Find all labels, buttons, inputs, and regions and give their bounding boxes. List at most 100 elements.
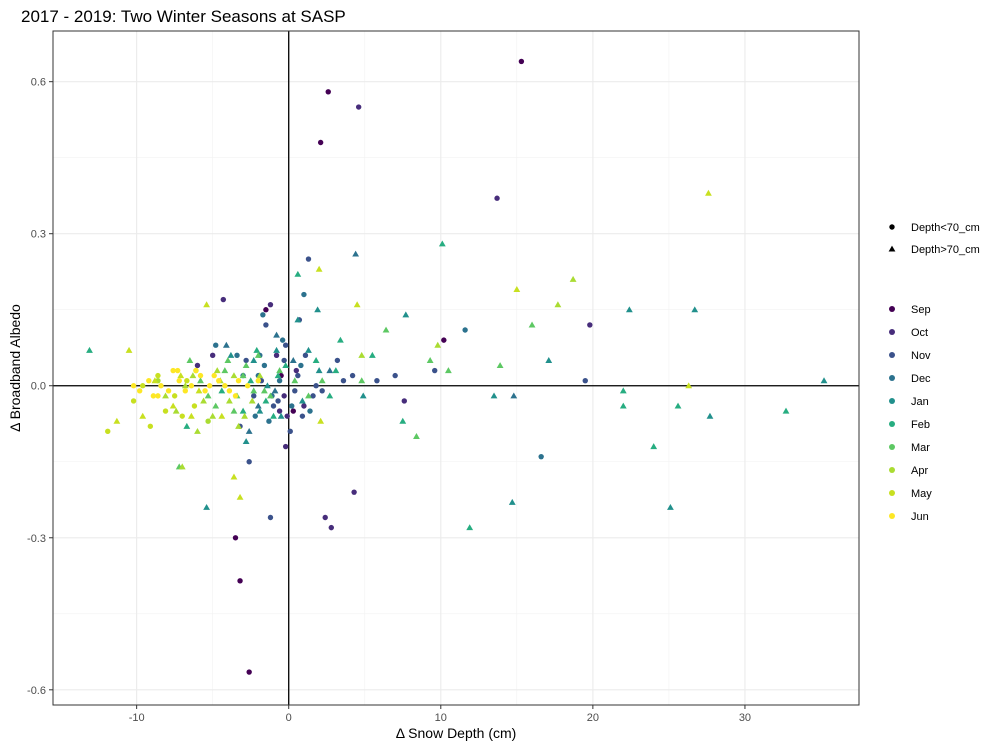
data-point-circle xyxy=(130,383,137,389)
data-point-circle xyxy=(130,398,137,404)
data-point-triangle xyxy=(224,356,232,363)
data-point-triangle xyxy=(289,356,297,363)
data-point-circle xyxy=(136,388,143,394)
data-point-triangle xyxy=(239,407,247,414)
data-point-circle xyxy=(182,388,189,394)
data-point-triangle xyxy=(273,331,280,338)
y-tick-label: -0.6 xyxy=(27,685,46,697)
data-point-triangle xyxy=(256,372,264,379)
series-sep xyxy=(232,58,525,675)
data-point-circle xyxy=(276,377,283,384)
data-point-triangle xyxy=(625,306,633,313)
legend-label: Jun xyxy=(911,511,929,523)
data-point-circle xyxy=(334,357,341,364)
data-point-triangle xyxy=(186,356,194,363)
data-point-triangle xyxy=(490,392,498,399)
data-point-circle xyxy=(282,443,289,450)
data-point-circle xyxy=(279,337,286,343)
data-point-circle xyxy=(188,383,195,389)
legend-label: Depth<70_cm xyxy=(911,222,980,234)
data-point-triangle xyxy=(317,417,325,424)
data-point-circle xyxy=(355,104,362,110)
data-point-circle xyxy=(441,337,447,343)
data-point-triangle xyxy=(315,367,323,374)
data-point-triangle xyxy=(209,412,217,419)
data-point-circle xyxy=(222,383,228,389)
legend-label: Mar xyxy=(911,442,930,454)
data-point-circle xyxy=(197,372,204,379)
data-point-circle xyxy=(234,352,240,359)
data-point-triangle xyxy=(181,382,189,389)
data-point-triangle xyxy=(294,270,302,277)
data-point-circle xyxy=(273,352,280,359)
data-point-circle xyxy=(261,362,268,369)
data-point-circle xyxy=(374,377,380,384)
data-point-circle xyxy=(267,514,274,521)
data-point-triangle xyxy=(359,392,367,399)
data-point-circle xyxy=(155,393,161,399)
legend-key-circle xyxy=(889,224,895,230)
data-point-triangle xyxy=(169,402,177,409)
data-point-circle xyxy=(193,367,199,374)
data-point-triangle xyxy=(510,392,518,399)
series-oct xyxy=(194,104,593,531)
data-point-circle xyxy=(213,342,219,348)
data-point-triangle xyxy=(326,367,334,374)
data-point-triangle xyxy=(222,341,230,348)
minor-gridlines xyxy=(53,31,859,705)
data-point-triangle xyxy=(619,387,627,394)
data-point-circle xyxy=(310,393,316,399)
data-point-triangle xyxy=(200,397,207,404)
data-point-circle xyxy=(340,377,347,384)
data-point-triangle xyxy=(691,306,699,313)
data-point-circle xyxy=(165,388,172,394)
data-point-triangle xyxy=(267,392,274,399)
data-point-circle xyxy=(147,423,154,429)
data-point-circle xyxy=(307,408,313,414)
data-point-triangle xyxy=(187,412,195,419)
legend-key-jun xyxy=(889,513,895,519)
data-point-triangle xyxy=(291,377,299,384)
data-point-triangle xyxy=(247,377,255,384)
data-point-circle xyxy=(158,383,164,389)
data-point-triangle xyxy=(294,316,302,323)
data-point-circle xyxy=(226,388,233,394)
data-point-circle xyxy=(290,408,296,414)
plot-border xyxy=(52,30,860,706)
data-point-triangle xyxy=(139,412,147,419)
data-point-triangle xyxy=(230,372,238,379)
data-point-triangle xyxy=(203,503,210,510)
data-point-circle xyxy=(494,195,500,201)
data-point-triangle xyxy=(513,286,521,293)
data-point-triangle xyxy=(230,473,238,480)
data-point-circle xyxy=(255,377,262,384)
data-point-circle xyxy=(191,403,198,409)
data-point-circle xyxy=(392,372,398,379)
legend-key-nov xyxy=(889,352,895,358)
data-point-triangle xyxy=(667,503,674,510)
data-point-circle xyxy=(284,413,290,419)
data-point-triangle xyxy=(194,427,201,434)
data-point-circle xyxy=(140,383,146,389)
data-point-triangle xyxy=(250,356,258,363)
data-point-triangle xyxy=(496,362,504,369)
data-point-circle xyxy=(220,296,227,303)
data-point-circle xyxy=(587,322,593,328)
legend-label: Sep xyxy=(911,304,931,316)
data-point-circle xyxy=(275,398,281,404)
data-point-circle xyxy=(282,342,289,348)
legend-label: Nov xyxy=(911,350,931,362)
legend-label: Feb xyxy=(911,419,930,431)
x-tick-label: -10 xyxy=(129,712,145,724)
data-point-triangle xyxy=(368,351,376,358)
data-point-triangle xyxy=(706,412,714,419)
data-point-triangle xyxy=(204,392,212,399)
data-point-circle xyxy=(243,357,249,364)
series-dec xyxy=(213,250,544,460)
legend-key-mar xyxy=(889,444,895,450)
data-point-triangle xyxy=(227,351,235,358)
data-point-circle xyxy=(462,327,468,333)
data-point-triangle xyxy=(260,387,268,394)
data-point-triangle xyxy=(172,407,180,414)
